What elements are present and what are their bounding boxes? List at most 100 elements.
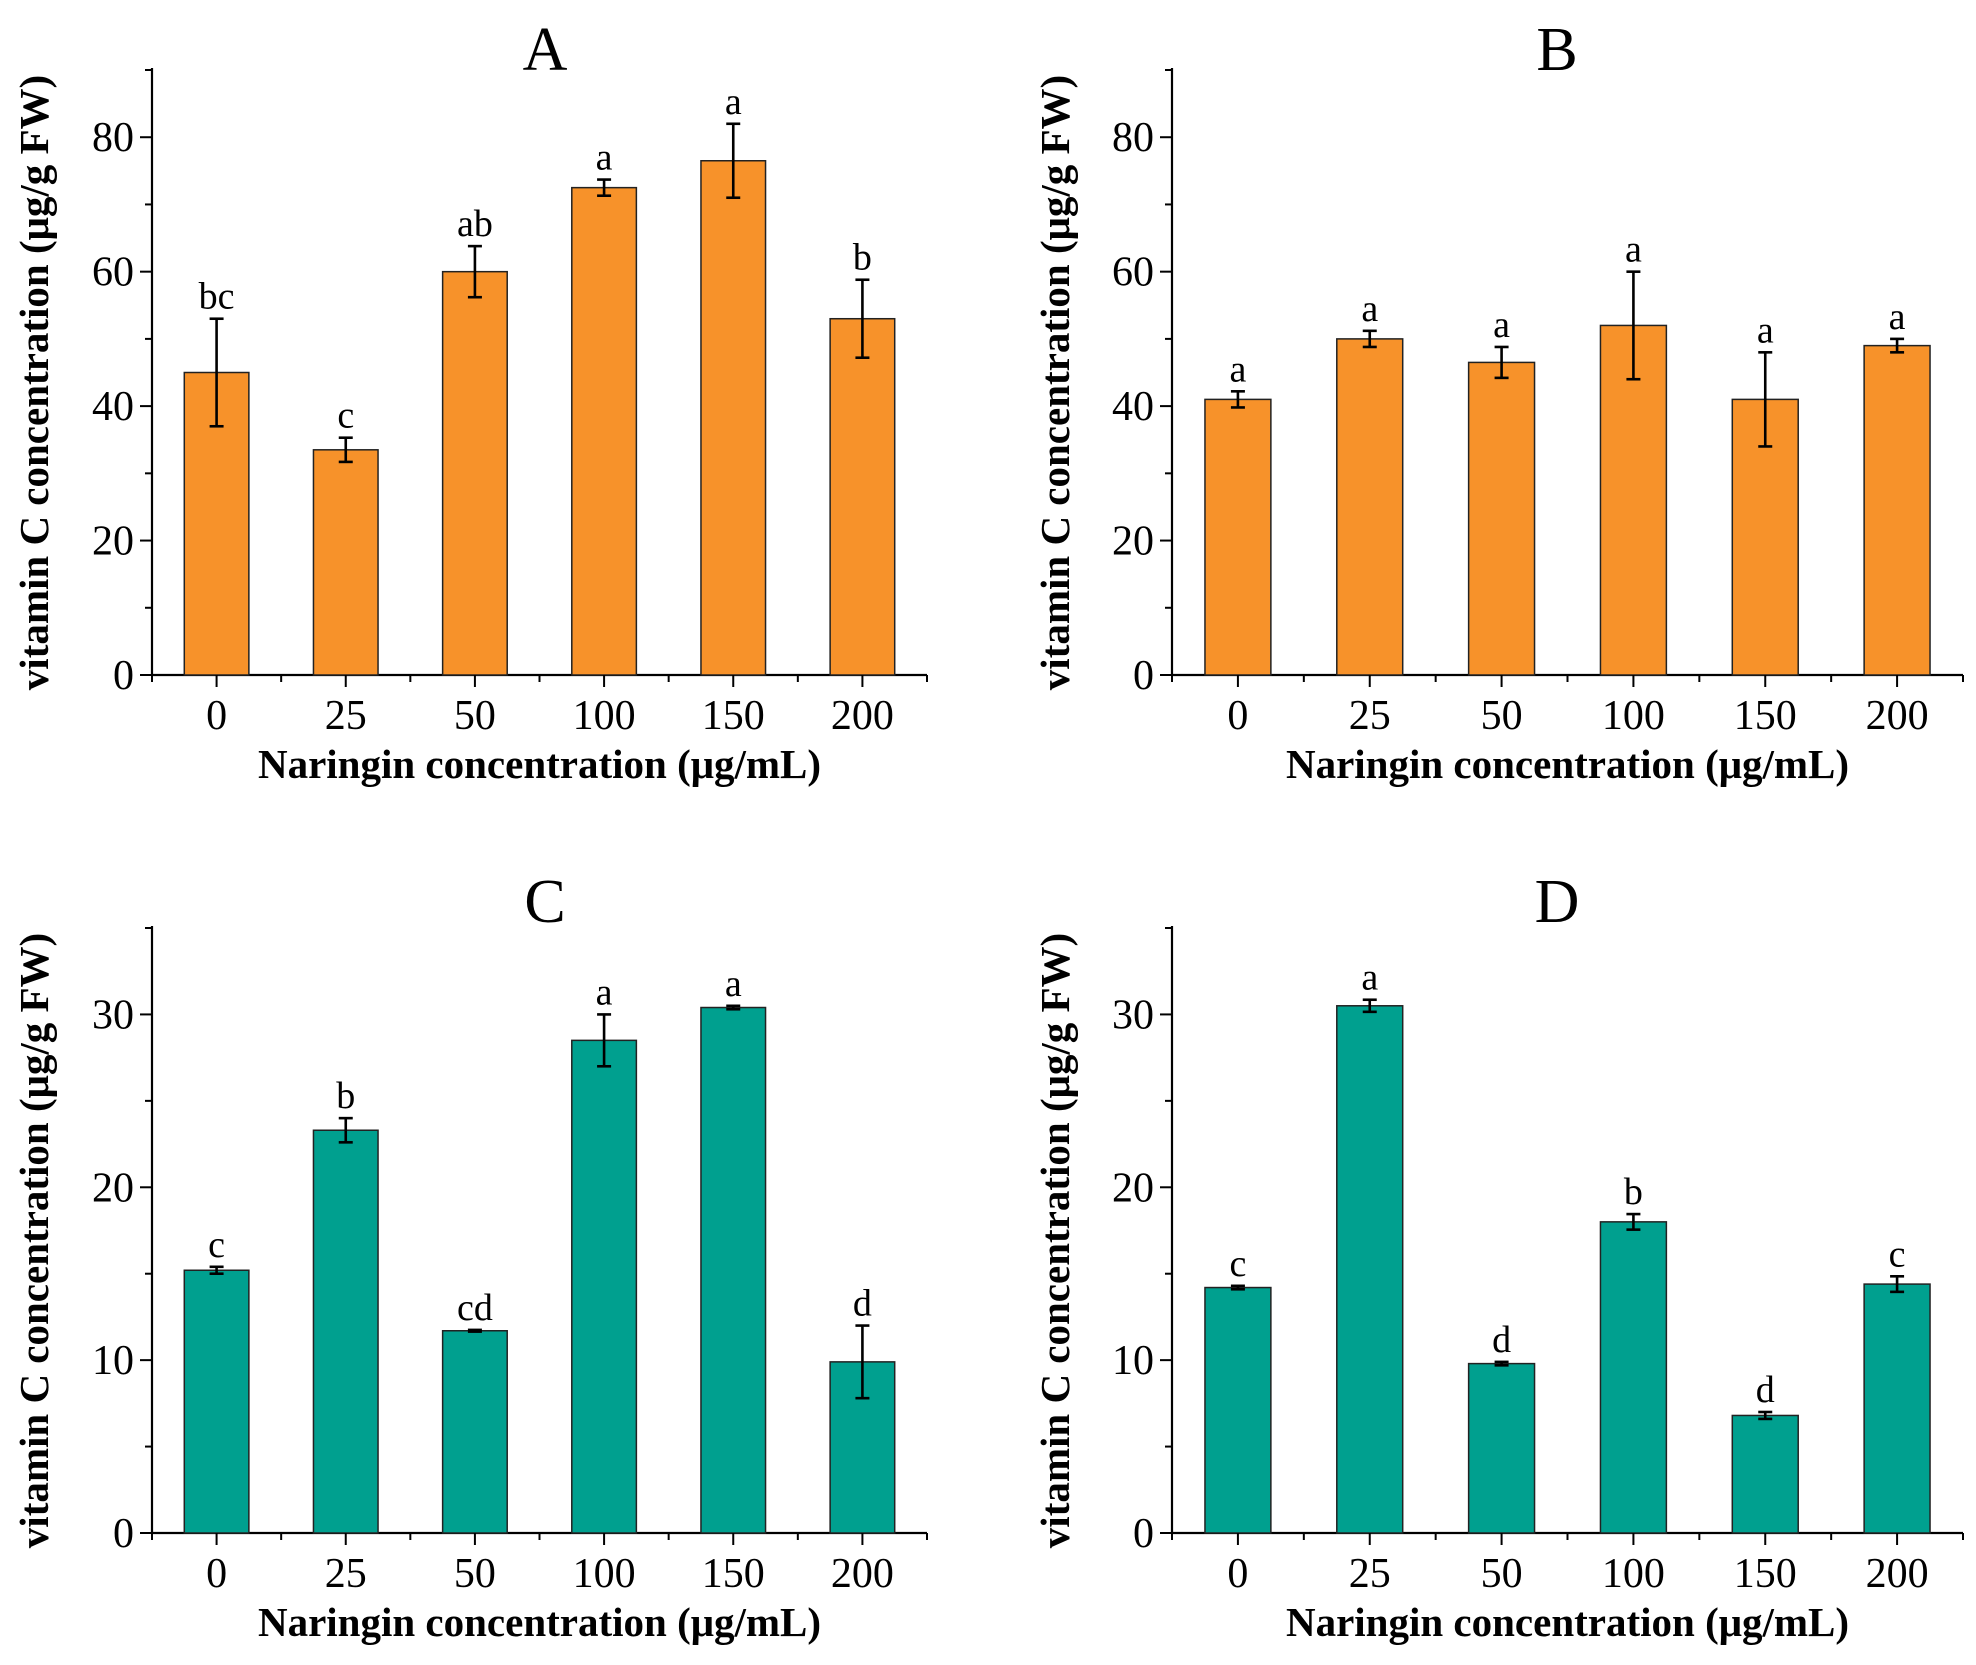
x-tick-label: 200 xyxy=(831,693,894,739)
bar xyxy=(700,160,767,676)
significance-letter: d xyxy=(853,1283,872,1325)
bar xyxy=(1863,1283,1931,1534)
y-axis-title: vitamin C concentration (μg/g FW) xyxy=(1032,933,1078,1548)
error-bar xyxy=(467,1328,482,1333)
chart-panel-d: D 0 10 20 30 c 0 a 25 d 50 b 100 d 150 c 200 Naringin con… xyxy=(1032,868,1964,1645)
x-tick-label: 25 xyxy=(325,1551,367,1597)
x-tick-label: 150 xyxy=(1734,693,1797,739)
y-tick-label: 0 xyxy=(1133,1511,1154,1557)
bar xyxy=(700,1006,767,1534)
chart-panel-b: B 0 20 40 60 80 a 0 a 25 a 50 a 100 a 150 a 200 Naringin c… xyxy=(1032,16,1964,787)
x-tick-label: 100 xyxy=(1602,1551,1665,1597)
x-tick-label: 0 xyxy=(1227,693,1248,739)
x-tick-label: 50 xyxy=(1481,693,1523,739)
x-tick-label: 200 xyxy=(831,1551,894,1597)
error-bar xyxy=(1362,329,1377,349)
x-tick-label: 200 xyxy=(1866,1551,1929,1597)
bar xyxy=(1204,398,1272,676)
x-tick-label: 0 xyxy=(1227,1551,1248,1597)
panel-title: D xyxy=(1535,868,1580,936)
significance-letter: a xyxy=(1493,304,1510,346)
y-tick-label: 60 xyxy=(1112,250,1154,296)
bar xyxy=(1731,1414,1799,1534)
error-bar xyxy=(1626,270,1641,381)
bar xyxy=(1336,338,1404,676)
significance-letter: b xyxy=(1624,1171,1643,1213)
error-bar xyxy=(855,278,870,360)
y-tick-label: 10 xyxy=(92,1338,134,1384)
significance-letter: c xyxy=(1229,1243,1246,1285)
significance-letter: b xyxy=(853,237,872,279)
bar xyxy=(1599,1221,1668,1534)
bar xyxy=(829,317,896,676)
error-bar xyxy=(726,122,741,200)
y-tick-label: 40 xyxy=(1112,384,1154,430)
bar xyxy=(1336,1005,1404,1534)
y-tick-label: 60 xyxy=(92,250,134,296)
bar xyxy=(312,1129,379,1534)
panel-title: B xyxy=(1536,16,1577,84)
error-bar xyxy=(467,244,482,299)
bar xyxy=(183,1269,250,1534)
y-tick-label: 20 xyxy=(92,1165,134,1211)
significance-letter: a xyxy=(1361,288,1378,330)
error-bar xyxy=(209,1265,224,1276)
significance-letter: a xyxy=(725,81,742,123)
x-tick-label: 100 xyxy=(573,693,636,739)
x-axis-title: Naringin concentration (μg/mL) xyxy=(1286,741,1849,787)
significance-letter: a xyxy=(596,137,613,179)
panel-title: A xyxy=(523,16,568,84)
error-bar xyxy=(1626,1212,1641,1231)
bar xyxy=(1863,344,1931,676)
y-tick-label: 30 xyxy=(1112,992,1154,1038)
x-tick-label: 150 xyxy=(702,693,765,739)
y-tick-label: 20 xyxy=(1112,519,1154,565)
chart-panel-a: A 0 20 40 60 80 bc 0 c 25 ab 50 a 100 a 150 b 200Naringin… xyxy=(11,16,928,787)
error-bar xyxy=(338,436,353,464)
error-bar xyxy=(726,1004,741,1011)
bar xyxy=(1204,1286,1272,1534)
x-tick-label: 150 xyxy=(1734,1551,1797,1597)
y-tick-label: 80 xyxy=(92,115,134,161)
bar xyxy=(1467,1362,1536,1534)
y-axis-title: vitamin C concentration (μg/g FW) xyxy=(11,933,57,1548)
error-bar xyxy=(1494,345,1509,380)
y-tick-label: 40 xyxy=(92,384,134,430)
x-tick-label: 50 xyxy=(1481,1551,1523,1597)
x-tick-label: 0 xyxy=(206,693,227,739)
error-bar xyxy=(1230,1284,1245,1291)
significance-letter: ab xyxy=(457,203,493,245)
y-tick-label: 20 xyxy=(1112,1165,1154,1211)
y-tick-label: 30 xyxy=(92,992,134,1038)
error-bar xyxy=(1758,351,1773,448)
significance-letter: a xyxy=(1229,348,1246,390)
significance-letter: d xyxy=(1756,1369,1775,1411)
error-bar xyxy=(1890,337,1905,354)
bar xyxy=(312,449,379,676)
y-tick-label: 0 xyxy=(113,1511,134,1557)
x-axis-title: Naringin concentration (μg/mL) xyxy=(1286,1599,1849,1645)
x-tick-label: 25 xyxy=(1349,693,1391,739)
significance-letter: c xyxy=(208,1224,225,1266)
x-tick-label: 50 xyxy=(454,1551,496,1597)
error-bar xyxy=(1758,1410,1773,1421)
error-bar xyxy=(1230,390,1245,409)
x-tick-label: 25 xyxy=(325,693,367,739)
x-tick-label: 100 xyxy=(1602,693,1665,739)
x-tick-label: 200 xyxy=(1866,693,1929,739)
bar xyxy=(571,186,638,676)
y-axis-title: vitamin C concentration (μg/g FW) xyxy=(11,75,57,690)
significance-letter: bc xyxy=(199,276,235,318)
significance-letter: a xyxy=(1625,229,1642,271)
significance-letter: cd xyxy=(457,1287,493,1329)
error-bar xyxy=(1890,1275,1905,1294)
y-tick-label: 0 xyxy=(1133,653,1154,699)
significance-letter: a xyxy=(725,963,742,1005)
significance-letter: b xyxy=(336,1075,355,1117)
error-bar xyxy=(209,317,224,428)
x-tick-label: 100 xyxy=(573,1551,636,1597)
x-tick-label: 50 xyxy=(454,693,496,739)
y-axis-title: vitamin C concentration (μg/g FW) xyxy=(1032,75,1078,690)
